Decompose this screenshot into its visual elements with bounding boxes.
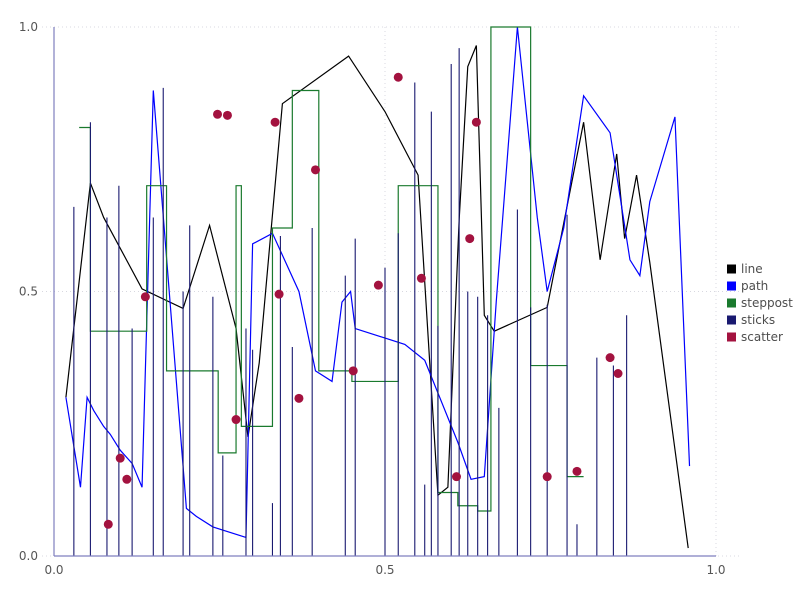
scatter-point	[274, 289, 284, 299]
scatter-point	[465, 234, 475, 244]
series-scatter	[103, 72, 623, 529]
scatter-point	[231, 415, 241, 425]
legend-label-steppost: steppost	[741, 296, 793, 310]
series-step-steppost	[79, 26, 584, 512]
scatter-point	[416, 273, 426, 283]
y-tick-label: 1.0	[19, 20, 38, 34]
legend-entry-path[interactable]: path	[727, 279, 768, 293]
legend-entry-line[interactable]: line	[727, 262, 763, 276]
legend-entry-sticks[interactable]: sticks	[727, 313, 775, 327]
scatter-point	[613, 368, 623, 378]
scatter-point	[140, 292, 150, 302]
scatter-point	[103, 519, 113, 529]
scatter-point	[542, 472, 552, 482]
scatter-point	[572, 466, 582, 476]
y-axis-tick-labels: 0.0 0.5 1.0	[19, 20, 38, 563]
scatter-point	[294, 393, 304, 403]
series-line-path	[65, 26, 691, 539]
scatter-point	[373, 280, 383, 290]
series-line	[65, 45, 689, 549]
legend-label-line: line	[741, 262, 763, 276]
scatter-point	[270, 117, 280, 127]
scatter-point	[115, 453, 125, 463]
scatter-point	[310, 165, 320, 175]
series-sticks	[73, 48, 628, 557]
scatter-point	[451, 472, 461, 482]
x-tick-label: 0.5	[375, 563, 394, 577]
legend-swatch-scatter	[727, 332, 736, 342]
scatter-point	[393, 72, 403, 82]
legend-swatch-steppost	[727, 298, 736, 308]
axis-spines	[53, 27, 716, 557]
legend-swatch-line	[727, 264, 736, 274]
scatter-point	[213, 109, 223, 119]
series-layer	[65, 26, 691, 557]
y-tick-label: 0.5	[19, 285, 38, 299]
scatter-point	[348, 366, 358, 376]
scatter-point	[471, 117, 481, 127]
legend-swatch-sticks	[727, 315, 736, 325]
scatter-point	[222, 110, 232, 120]
legend-label-scatter: scatter	[741, 330, 783, 344]
scatter-point	[605, 353, 615, 363]
legend-entry-scatter[interactable]: scatter	[727, 330, 783, 344]
x-tick-label: 1.0	[706, 563, 725, 577]
x-axis-tick-labels: 0.0 0.5 1.0	[44, 563, 725, 577]
series-path	[65, 26, 691, 539]
x-tick-label: 0.0	[44, 563, 63, 577]
legend-entry-steppost[interactable]: steppost	[727, 296, 793, 310]
series-steppost	[79, 26, 584, 512]
legend: line path steppost sticks scatter	[727, 262, 793, 344]
legend-swatch-path	[727, 281, 736, 291]
y-tick-label: 0.0	[19, 549, 38, 563]
series-line-line	[65, 45, 689, 549]
scatter-point	[122, 474, 132, 484]
legend-label-path: path	[741, 279, 768, 293]
legend-label-sticks: sticks	[741, 313, 775, 327]
